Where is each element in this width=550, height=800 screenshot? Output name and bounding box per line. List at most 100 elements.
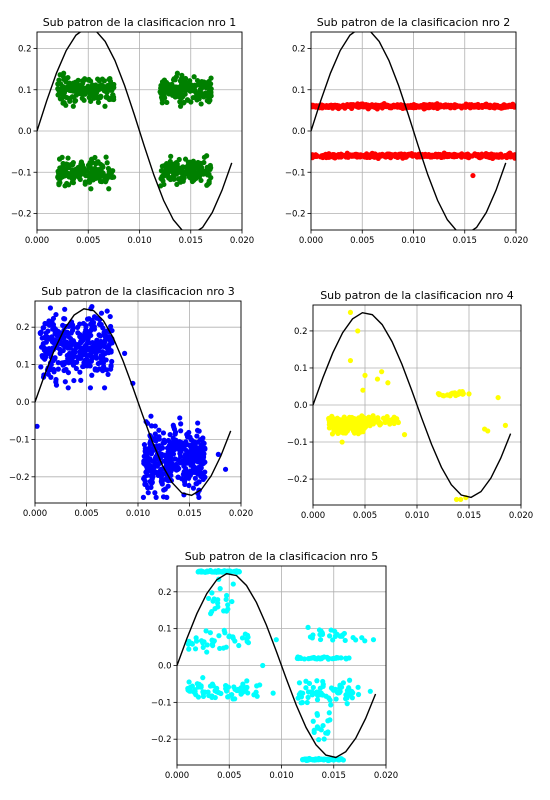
subplot-3-point — [44, 336, 50, 342]
subplot-3-point — [53, 311, 59, 318]
subplot-3-point — [157, 467, 164, 473]
subplot-1-point — [86, 76, 92, 83]
subplot-3-point — [100, 368, 106, 374]
subplot-5-point — [370, 637, 377, 643]
subplot-3-point — [101, 385, 108, 391]
subplot-1-point — [65, 155, 71, 161]
subplot-3-point — [96, 321, 103, 327]
subplot-1-point — [174, 70, 180, 76]
subplot-3-point — [65, 385, 71, 391]
subplot-3-point — [162, 439, 168, 446]
subplot-5-point — [296, 680, 303, 686]
subplot-1-point — [60, 160, 66, 167]
subplot-3-xtick-label: 0.020 — [229, 509, 253, 519]
subplot-3-point — [151, 470, 157, 476]
subplot-5-point — [327, 717, 333, 723]
subplot-1-point — [91, 84, 97, 91]
subplot-3-point — [180, 445, 186, 452]
subplot-3-point — [47, 350, 53, 357]
subplot-3-point — [148, 451, 155, 457]
subplot-3-point — [159, 479, 165, 485]
subplot-5-point — [225, 602, 231, 608]
subplot-1-point — [103, 177, 109, 184]
subplot-4-point — [339, 439, 345, 445]
subplot-4-ytick-label: 0.1 — [294, 364, 308, 374]
subplot-1-xtick-label: 0.010 — [127, 236, 151, 246]
subplot-5-point — [229, 692, 235, 698]
subplot-3-point — [177, 415, 183, 421]
subplot-5-point — [305, 694, 311, 701]
subplot-1-point — [198, 101, 204, 107]
subplot-3-point — [171, 464, 178, 470]
subplot-5-point — [242, 631, 248, 637]
subplot-1-point — [95, 159, 101, 165]
subplot-1-point — [161, 168, 168, 175]
subplot-5-point — [320, 678, 326, 685]
subplot-3-point — [104, 349, 111, 355]
subplot-2-xtick-label: 0.010 — [401, 236, 425, 246]
subplot-4-point — [376, 420, 382, 426]
subplot-1-point — [101, 88, 107, 94]
subplot-3-point — [200, 476, 206, 483]
subplot-5-point — [208, 568, 214, 575]
subplot-5-point — [319, 631, 326, 637]
subplot-3-point — [85, 347, 92, 353]
subplot-3-point — [73, 365, 79, 372]
subplot-5-point — [343, 692, 349, 698]
subplot-3-point — [83, 342, 89, 348]
subplot-1-point — [178, 75, 185, 82]
subplot-2-point — [342, 105, 348, 111]
subplot-2-point — [362, 152, 369, 158]
subplot-4-point — [374, 376, 381, 382]
subplot-2-point — [368, 152, 374, 158]
subplot-4-point — [329, 413, 335, 419]
subplot-3-point — [190, 485, 197, 491]
subplot-1-point — [167, 158, 173, 165]
subplot-1-xtick-label: 0.020 — [230, 236, 254, 246]
subplot-2-point — [419, 103, 425, 109]
subplot-3-point — [200, 456, 206, 462]
subplot-3-point — [40, 345, 46, 351]
subplot-5-point — [308, 689, 314, 695]
subplot-1-point — [55, 174, 61, 180]
subplot-5-point — [230, 581, 236, 587]
subplot-5-point — [204, 642, 210, 648]
subplot-5-point — [304, 699, 310, 706]
subplot-3-ytick-label: 0.0 — [16, 398, 30, 408]
subplot-5-point — [217, 645, 223, 652]
subplot-3-xtick-label: 0.000 — [23, 509, 47, 519]
subplot-4-xtick-label: 0.010 — [405, 511, 429, 521]
subplot-1-point — [180, 178, 186, 184]
subplot-5-point — [230, 634, 236, 640]
subplot-1-point — [57, 180, 63, 186]
subplot-3-point — [108, 366, 114, 372]
subplot-4-point — [329, 431, 336, 437]
subplot-3-ytick-label: 0.1 — [16, 361, 30, 371]
subplot-1-ytick-label: 0.2 — [18, 45, 32, 55]
subplot-5-point — [214, 685, 220, 692]
subplot-3-xtick-label: 0.010 — [126, 509, 150, 519]
subplot-3-point — [202, 446, 208, 452]
subplot-1-point — [103, 154, 109, 160]
subplot-5-point — [328, 685, 335, 691]
subplot-1-point — [177, 103, 184, 109]
subplot-5-point — [231, 568, 237, 574]
subplot-5-point — [359, 635, 365, 641]
subplot-3-point — [45, 328, 51, 334]
subplot-5-point — [339, 633, 345, 639]
subplot-2-point — [482, 152, 488, 158]
subplot-3-point — [200, 435, 206, 441]
subplot-3-point — [48, 374, 54, 380]
subplot-1-points — [55, 70, 214, 192]
subplot-5-point — [229, 598, 235, 605]
subplot-2-point — [415, 152, 421, 158]
subplot-5-point — [314, 711, 320, 717]
subplot-5-xtick-label: 0.005 — [217, 771, 241, 781]
subplot-1-point — [95, 95, 101, 102]
subplot-2-ytick-label: 0.0 — [292, 127, 306, 137]
subplot-3-point — [143, 450, 149, 456]
subplot-3-point — [52, 356, 58, 362]
subplot-3-point — [192, 441, 198, 447]
subplot-5-point — [207, 683, 214, 689]
